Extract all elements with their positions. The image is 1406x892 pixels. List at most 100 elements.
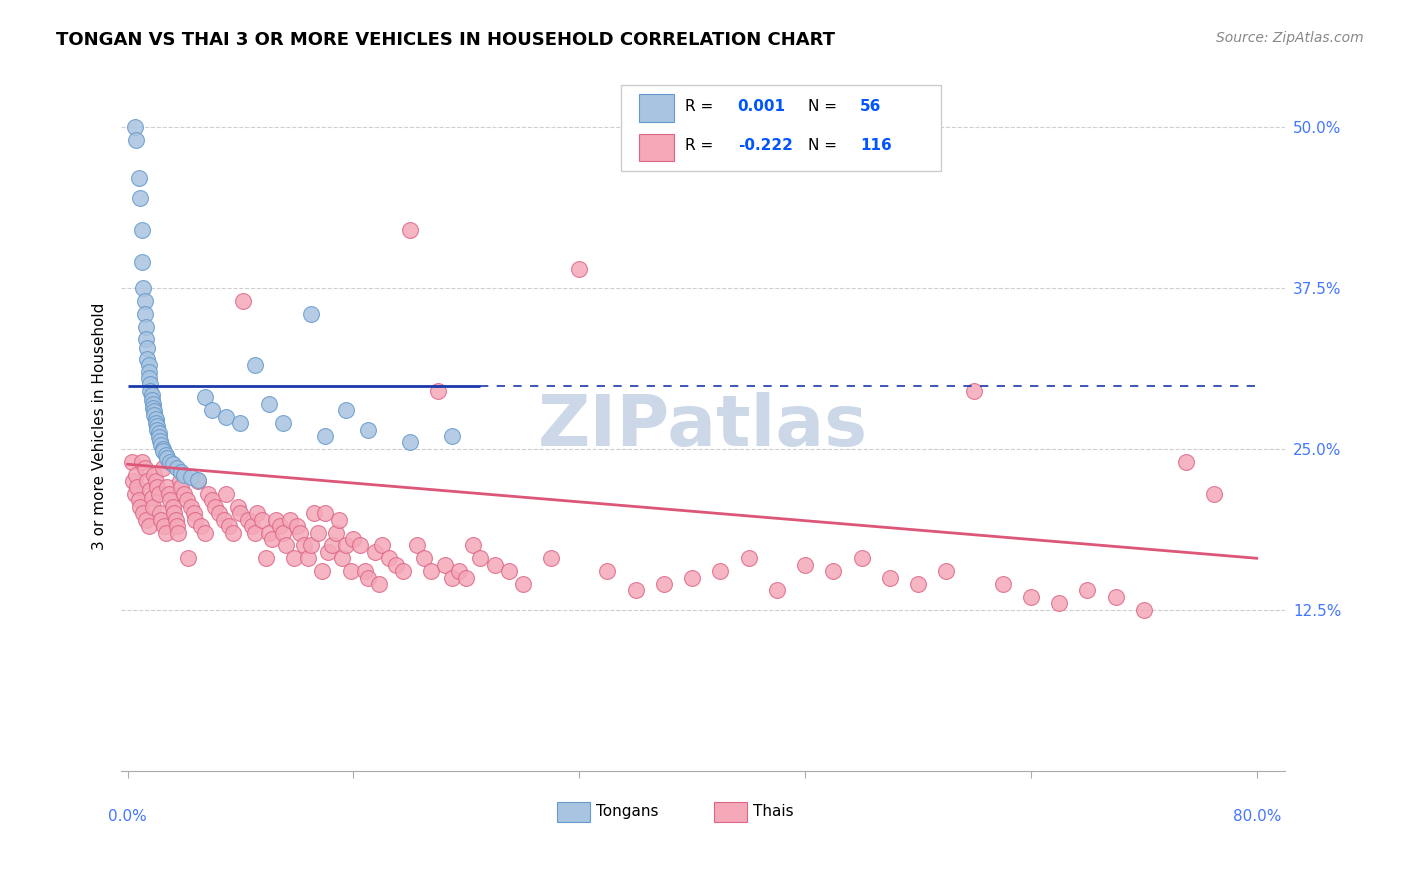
Point <box>264 513 287 527</box>
Point <box>823 564 845 578</box>
Point <box>316 545 339 559</box>
FancyBboxPatch shape <box>638 134 673 161</box>
Point <box>356 571 378 585</box>
Point <box>243 358 266 372</box>
Point <box>143 404 166 418</box>
Point <box>139 483 162 497</box>
Point <box>484 558 506 572</box>
Point <box>325 525 347 540</box>
Point <box>142 397 165 411</box>
Point <box>232 293 254 308</box>
Point <box>166 519 188 533</box>
Point <box>136 351 159 366</box>
Text: 80.0%: 80.0% <box>1233 808 1281 823</box>
Point <box>139 377 162 392</box>
Point <box>283 551 305 566</box>
Point <box>167 525 190 540</box>
Point <box>129 191 152 205</box>
Point <box>150 438 173 452</box>
Point <box>135 513 157 527</box>
Point <box>339 564 361 578</box>
Point <box>1076 583 1098 598</box>
Point <box>794 558 817 572</box>
Point <box>540 551 562 566</box>
Point <box>330 551 353 566</box>
Point <box>246 506 269 520</box>
Point <box>907 577 929 591</box>
Point <box>367 577 389 591</box>
Point <box>131 455 153 469</box>
Point <box>132 506 155 520</box>
Point <box>148 430 170 444</box>
Text: 0.001: 0.001 <box>738 99 786 114</box>
Point <box>363 545 385 559</box>
Point <box>159 455 181 469</box>
Point <box>150 513 173 527</box>
Point <box>463 538 485 552</box>
Text: -0.222: -0.222 <box>738 138 793 153</box>
Point <box>681 571 703 585</box>
Point <box>135 332 157 346</box>
Point <box>156 480 179 494</box>
Point <box>963 384 986 398</box>
Point <box>139 384 162 398</box>
Point <box>512 577 534 591</box>
Point <box>190 519 212 533</box>
Point <box>391 564 413 578</box>
Point <box>155 448 177 462</box>
Point <box>254 551 277 566</box>
Point <box>149 506 172 520</box>
Text: Tongans: Tongans <box>596 804 658 819</box>
Point <box>413 551 436 566</box>
Point <box>180 500 202 514</box>
FancyBboxPatch shape <box>557 802 589 822</box>
Point <box>208 506 231 520</box>
Point <box>215 487 238 501</box>
Text: 0.0%: 0.0% <box>108 808 148 823</box>
Point <box>441 571 464 585</box>
Point <box>128 493 150 508</box>
Point <box>152 444 174 458</box>
Point <box>222 525 245 540</box>
Point <box>288 525 311 540</box>
Point <box>470 551 492 566</box>
Point <box>129 500 152 514</box>
Point <box>302 506 325 520</box>
Point <box>142 500 165 514</box>
Point <box>148 487 170 501</box>
Point <box>257 525 280 540</box>
Point <box>420 564 443 578</box>
Point <box>229 416 252 430</box>
Text: Thais: Thais <box>752 804 793 819</box>
Point <box>297 551 319 566</box>
Point <box>406 538 429 552</box>
Point <box>121 455 143 469</box>
Point <box>335 538 357 552</box>
Point <box>170 465 193 479</box>
Point <box>215 409 238 424</box>
Point <box>197 487 219 501</box>
Point <box>156 450 179 465</box>
Point <box>187 474 209 488</box>
Point <box>173 467 195 482</box>
Point <box>269 519 291 533</box>
Point <box>124 487 146 501</box>
FancyBboxPatch shape <box>638 94 673 121</box>
Point <box>879 571 901 585</box>
FancyBboxPatch shape <box>621 86 942 171</box>
Point <box>236 513 259 527</box>
Point <box>146 418 169 433</box>
Point <box>169 474 191 488</box>
Point <box>737 551 759 566</box>
Point <box>187 473 209 487</box>
Point <box>183 506 205 520</box>
Point <box>131 223 153 237</box>
Point <box>292 538 315 552</box>
Point <box>226 500 249 514</box>
Point <box>166 461 188 475</box>
Point <box>138 519 160 533</box>
Point <box>138 358 160 372</box>
FancyBboxPatch shape <box>714 802 747 822</box>
Point <box>173 487 195 501</box>
Point <box>353 564 375 578</box>
